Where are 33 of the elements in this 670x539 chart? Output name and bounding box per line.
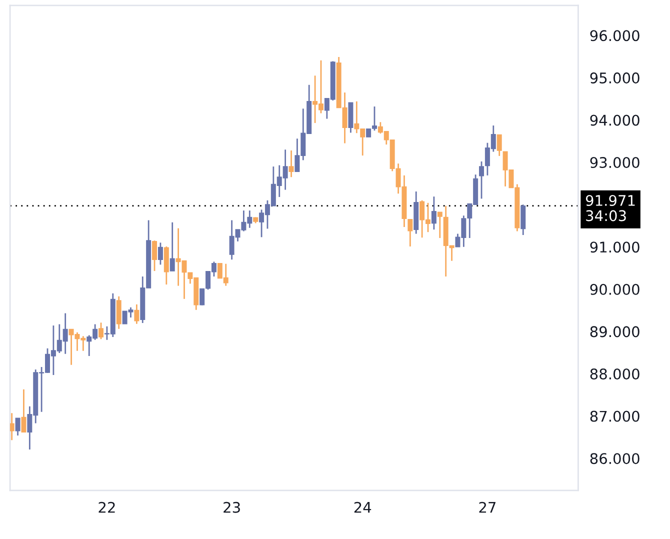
x-tick-label: 24: [354, 502, 372, 513]
y-tick-label: 86.000: [590, 453, 640, 464]
candlestick: [408, 218, 413, 248]
candlestick: [21, 388, 26, 433]
x-tick-label: 27: [479, 502, 496, 513]
candlestick: [437, 212, 442, 239]
y-tick-label: 91.000: [590, 242, 640, 253]
candlestick: [98, 322, 104, 340]
candlestick: [152, 240, 158, 272]
y-tick-label: 90.000: [590, 284, 640, 295]
y-tick-label: 87.000: [590, 410, 640, 422]
y-tick-label: 93.000: [590, 157, 640, 168]
candlestick: [431, 196, 436, 230]
y-tick-label: 94.000: [590, 114, 640, 126]
x-tick-label: 23: [224, 502, 240, 513]
candlestick: [170, 222, 175, 272]
text: 34:03: [586, 210, 626, 222]
candlestick: [288, 150, 294, 178]
y-tick-label: 95.000: [590, 72, 640, 84]
candlestick: [158, 242, 163, 266]
candlestick: [15, 417, 20, 436]
y-tick-label: 96.000: [590, 30, 640, 42]
x-tick-label: 22: [98, 502, 115, 513]
candlestick: [10, 412, 14, 441]
candlestick: [134, 304, 140, 325]
candlestick: [496, 134, 502, 157]
candlestick: [116, 296, 122, 330]
ref-line-label: 91.971: [586, 194, 635, 206]
y-tick-label: 89.000: [590, 326, 640, 338]
candlestick: [479, 160, 484, 200]
candlestick: [200, 288, 205, 306]
candlestick: [520, 204, 526, 236]
y-tick-label: 88.000: [590, 368, 640, 380]
